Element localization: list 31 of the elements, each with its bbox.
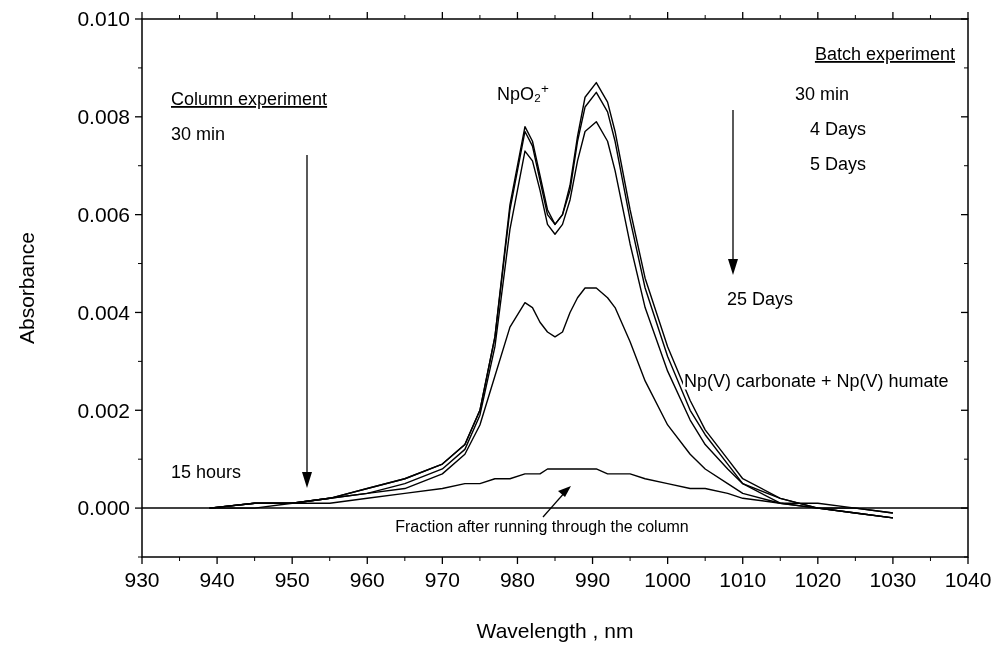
y-tick-label: 0.008 [77,105,130,129]
x-tick-label: 940 [199,568,235,591]
y-tick-label: 0.010 [77,7,130,31]
x-tick-label: 1010 [719,568,767,591]
y-tick-label: 0.000 [77,496,130,520]
annotation: NpO₂$^{+}$ [497,80,549,104]
x-tick-label: 1020 [794,568,842,591]
y-axis-title: Absorbance [15,231,38,345]
annotation: 4 Days [810,119,867,139]
x-tick-label: 970 [424,568,460,591]
x-tick-label: 960 [349,568,385,591]
x-tick-label: 980 [499,568,535,591]
annotation: Column experiment [171,89,328,109]
annotation: 15 hours [171,462,242,482]
annotation: Np(V) carbonate + Np(V) humate [684,371,949,391]
y-tick-label: 0.006 [77,202,130,226]
x-tick-label: 1000 [644,568,691,591]
annotation: 30 min [795,84,850,104]
annotation: 25 Days [727,289,794,309]
y-tick-label: 0.002 [77,398,130,422]
x-axis-title: Wavelength , nm [476,619,634,642]
x-tick-label: 930 [124,568,160,591]
annotation: 5 Days [810,154,867,174]
x-tick-label: 1040 [944,568,992,591]
y-tick-label: 0.004 [77,300,131,324]
annotation: Fraction after running through the column [395,518,689,535]
annotation: 30 min [171,124,226,144]
x-tick-label: 1030 [869,568,917,591]
annotation: Batch experiment [814,44,955,64]
x-tick-label: 950 [274,568,310,591]
x-tick-label: 990 [575,568,611,591]
